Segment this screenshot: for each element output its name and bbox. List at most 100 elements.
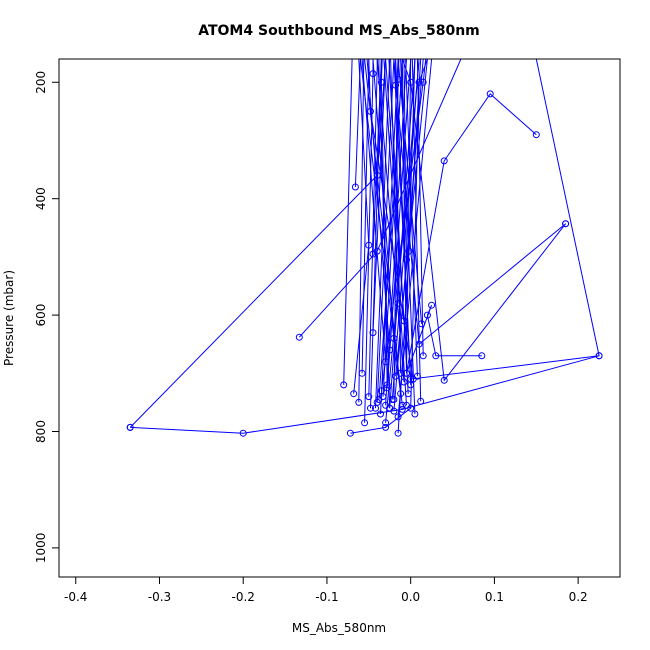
data-point xyxy=(404,390,412,398)
data-point xyxy=(411,410,419,418)
series-line xyxy=(358,59,365,403)
plot-area xyxy=(126,59,603,437)
data-point xyxy=(382,423,390,431)
data-point xyxy=(375,396,383,403)
data-point xyxy=(355,398,363,406)
data-point xyxy=(486,90,494,98)
data-point xyxy=(417,397,425,405)
x-tick-label: -0.2 xyxy=(231,590,254,604)
data-point xyxy=(361,419,369,427)
data-point xyxy=(419,78,427,86)
data-point xyxy=(382,419,390,427)
data-point xyxy=(340,381,348,389)
series-48 xyxy=(375,67,403,403)
data-point xyxy=(295,333,303,341)
data-point xyxy=(390,334,398,342)
data-point xyxy=(532,131,540,139)
x-axis-label: MS_Abs_580nm xyxy=(292,621,386,635)
data-point xyxy=(351,183,359,191)
series-line xyxy=(393,59,600,380)
data-point xyxy=(418,320,426,328)
series-54 xyxy=(372,59,398,342)
data-point xyxy=(394,429,402,437)
y-tick-label: 400 xyxy=(34,187,48,210)
series-line xyxy=(361,59,387,362)
series-9 xyxy=(340,59,353,389)
data-point xyxy=(394,413,402,421)
y-axis: 200 400 600 800 1000 xyxy=(34,71,60,564)
data-point xyxy=(365,393,373,401)
data-point xyxy=(428,301,436,309)
data-point xyxy=(358,369,366,377)
data-point xyxy=(350,390,358,398)
series-line xyxy=(403,59,407,260)
series-line xyxy=(383,59,407,406)
data-point xyxy=(346,429,354,437)
x-axis: -0.4 -0.3 -0.2 -0.1 0.0 0.1 0.2 xyxy=(64,576,588,604)
data-point xyxy=(400,317,408,325)
x-tick-label: -0.3 xyxy=(148,590,171,604)
series-line xyxy=(372,59,395,339)
data-point xyxy=(432,352,440,360)
series-line xyxy=(378,67,403,400)
y-tick-label: 800 xyxy=(34,420,48,443)
data-point xyxy=(377,78,385,86)
y-tick-label: 200 xyxy=(34,71,48,94)
data-point xyxy=(397,369,405,377)
series-line xyxy=(354,59,361,188)
data-point xyxy=(369,70,377,78)
data-point xyxy=(369,329,377,337)
series-11 xyxy=(355,59,365,406)
data-point xyxy=(369,250,377,258)
data-point xyxy=(377,410,384,418)
data-point xyxy=(386,346,394,354)
data-point xyxy=(383,381,391,389)
x-tick-label: 0.0 xyxy=(401,590,420,604)
series-51 xyxy=(403,59,410,264)
series-line xyxy=(416,59,424,356)
series-53 xyxy=(385,59,408,325)
data-point xyxy=(390,396,398,403)
y-tick-label: 600 xyxy=(34,304,48,327)
series-line xyxy=(386,59,412,388)
series-37 xyxy=(416,59,427,360)
series-line xyxy=(366,59,391,351)
data-point xyxy=(419,352,427,360)
x-tick-label: -0.4 xyxy=(64,590,87,604)
series-56 xyxy=(361,59,390,366)
series-41 xyxy=(351,59,361,191)
data-point xyxy=(403,401,410,409)
series-line xyxy=(130,59,600,434)
data-point xyxy=(239,429,247,437)
chart-title: ATOM4 Southbound MS_Abs_580nm xyxy=(198,23,480,39)
data-point xyxy=(562,220,570,228)
data-point xyxy=(403,256,410,264)
series-1 xyxy=(295,59,462,341)
plot-frame xyxy=(58,58,621,578)
data-point xyxy=(382,358,390,366)
data-point xyxy=(595,352,603,360)
x-tick-label: -0.1 xyxy=(315,590,338,604)
data-point xyxy=(367,404,374,412)
series-4 xyxy=(403,59,540,377)
data-point xyxy=(377,387,385,395)
data-point xyxy=(394,299,402,307)
data-point xyxy=(392,81,400,89)
data-point xyxy=(440,376,448,384)
x-tick-label: 0.2 xyxy=(569,590,588,604)
x-tick-label: 0.1 xyxy=(485,590,504,604)
data-point xyxy=(423,311,431,319)
series-31 xyxy=(383,59,410,409)
y-tick-label: 1000 xyxy=(34,533,48,564)
data-point xyxy=(440,157,448,165)
series-49 xyxy=(397,59,426,328)
series-line xyxy=(401,59,482,374)
series-line xyxy=(408,59,416,252)
series-line xyxy=(380,59,399,415)
data-point xyxy=(126,423,134,431)
data-point xyxy=(478,352,486,360)
data-point xyxy=(409,375,417,383)
series-19 xyxy=(377,59,399,418)
series-55 xyxy=(366,59,394,354)
